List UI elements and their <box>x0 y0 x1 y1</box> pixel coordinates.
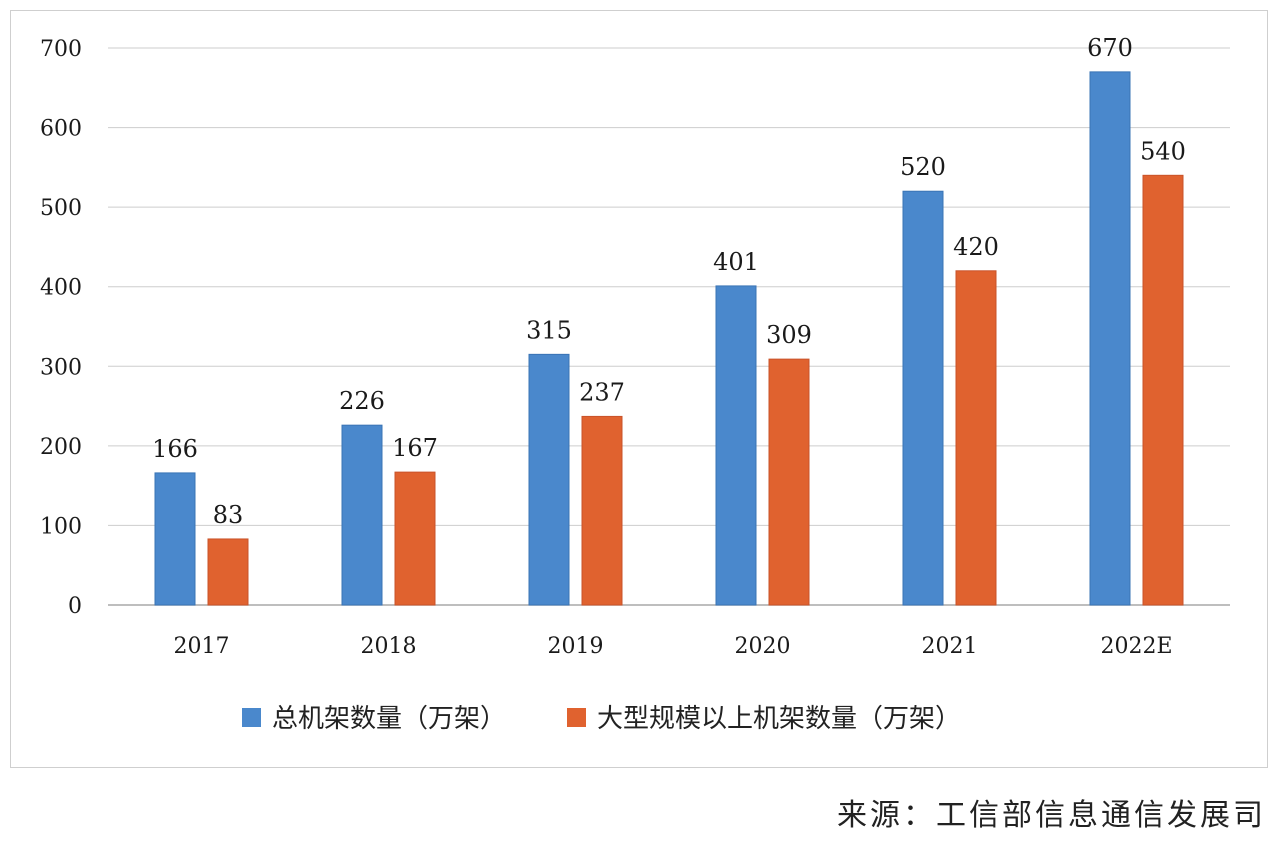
legend-label-large: 大型规模以上机架数量（万架） <box>597 704 961 734</box>
gridlines <box>108 47 1230 606</box>
x-tick-label: 2022E <box>1100 634 1172 659</box>
y-tick-label: 0 <box>68 594 82 619</box>
x-tick-label: 2021 <box>922 634 978 659</box>
bar-total-2017 <box>154 472 196 606</box>
y-tick-label: 600 <box>40 117 82 142</box>
y-axis-tick-labels: 0 100 200 300 400 500 600 700 <box>40 37 82 619</box>
x-axis-tick-labels: 2017 2018 2019 2020 2021 2022E <box>174 634 1173 659</box>
bar-total-2018 <box>341 424 383 606</box>
x-tick-label: 2017 <box>174 634 230 659</box>
bar-large-2022E <box>1142 174 1184 606</box>
data-label: 540 <box>1140 137 1186 165</box>
y-tick-label: 200 <box>40 435 82 460</box>
x-tick-label: 2020 <box>735 634 791 659</box>
source-label: 来源： <box>837 798 936 833</box>
legend-swatch-large <box>567 708 586 727</box>
data-label: 315 <box>526 316 572 344</box>
bars <box>154 71 1184 606</box>
source-text: 工信部信息通信发展司 <box>936 798 1266 833</box>
bar-total-2022E <box>1089 71 1131 606</box>
bar-total-2021 <box>902 190 944 606</box>
bar-large-2020 <box>768 358 810 606</box>
y-tick-label: 100 <box>40 514 82 539</box>
bar-total-2019 <box>528 353 570 606</box>
data-label: 83 <box>213 501 244 529</box>
data-label: 520 <box>900 153 946 181</box>
data-label: 226 <box>339 387 385 415</box>
x-tick-label: 2018 <box>361 634 417 659</box>
source-note: 来源：工信部信息通信发展司 <box>837 790 1266 834</box>
legend-swatch-total <box>242 708 261 727</box>
y-tick-label: 400 <box>40 276 82 301</box>
data-label: 420 <box>953 233 999 261</box>
data-label: 670 <box>1087 34 1133 62</box>
legend-label-total: 总机架数量（万架） <box>272 704 506 734</box>
data-label: 167 <box>392 434 438 462</box>
y-tick-label: 700 <box>40 37 82 62</box>
bar-total-2020 <box>715 285 757 606</box>
bar-large-2019 <box>581 415 623 606</box>
chart-frame <box>10 10 1268 768</box>
data-label: 309 <box>766 321 812 349</box>
y-tick-label: 300 <box>40 355 82 380</box>
data-label: 166 <box>152 435 198 463</box>
bar-large-2018 <box>394 471 436 606</box>
legend: 总机架数量（万架） 大型规模以上机架数量（万架） <box>242 704 961 734</box>
bar-large-2021 <box>955 270 997 606</box>
bar-large-2017 <box>207 538 249 606</box>
data-label: 401 <box>713 248 759 276</box>
y-tick-label: 500 <box>40 196 82 221</box>
data-label: 237 <box>579 378 625 406</box>
x-tick-label: 2019 <box>548 634 604 659</box>
